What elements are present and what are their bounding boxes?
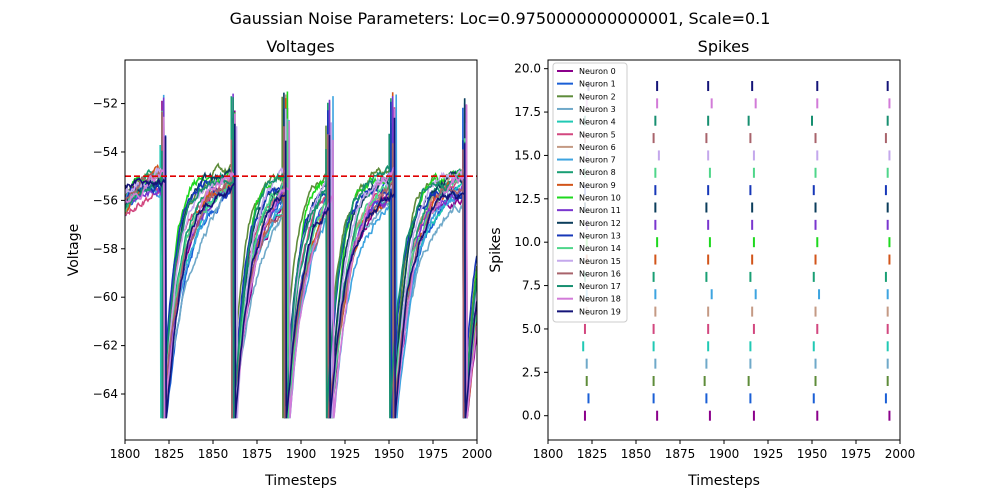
spikes-ytick-label: 5.0 xyxy=(522,322,541,336)
legend-label: Neuron 1 xyxy=(579,80,616,89)
legend-label: Neuron 11 xyxy=(579,206,621,215)
voltages-xtick-label: 1900 xyxy=(286,447,317,461)
legend-label: Neuron 19 xyxy=(579,307,621,316)
voltage-trace-13 xyxy=(125,101,477,419)
legend-label: Neuron 9 xyxy=(579,181,616,190)
voltages-ytick-label: −62 xyxy=(93,339,118,353)
voltage-trace-14 xyxy=(125,110,477,419)
spike-marks xyxy=(582,81,891,421)
legend-label: Neuron 16 xyxy=(579,269,621,278)
voltages-title: Voltages xyxy=(266,37,334,56)
legend-label: Neuron 4 xyxy=(579,118,616,127)
voltage-trace-17 xyxy=(125,97,477,419)
legend-label: Neuron 8 xyxy=(579,168,616,177)
voltages-ytick-label: −54 xyxy=(93,145,118,159)
voltages-ytick-label: −60 xyxy=(93,290,118,304)
voltages-xtick-label: 2000 xyxy=(462,447,493,461)
voltages-xtick-label: 1825 xyxy=(154,447,185,461)
spikes-ytick-label: 2.5 xyxy=(522,365,541,379)
voltages-xtick-label: 1925 xyxy=(330,447,361,461)
legend-label: Neuron 5 xyxy=(579,130,616,139)
spikes-ytick-label: 10.0 xyxy=(514,235,541,249)
legend-label: Neuron 7 xyxy=(579,156,616,165)
spikes-ytick-label: 15.0 xyxy=(514,148,541,162)
spikes-xtick-label: 1850 xyxy=(621,447,652,461)
voltage-trace-19 xyxy=(125,117,477,419)
voltages-panel: Voltages 1800 1825 1850 1875 1900 1925 1950 197… xyxy=(66,37,492,489)
spikes-ytick-label: 7.5 xyxy=(522,279,541,293)
spikes-legend: Neuron 0 Neuron 1 Neuron 2 Neuron 3 Neuron 4… xyxy=(552,62,628,323)
spikes-ytick-label: 0.0 xyxy=(522,409,541,423)
spikes-xtick-label: 1975 xyxy=(841,447,872,461)
legend-label: Neuron 13 xyxy=(579,231,621,240)
voltage-trace-16 xyxy=(125,111,477,419)
voltages-y-axis: −64 −62 −60 −58 −56 −54 −52 xyxy=(93,97,125,401)
legend-label: Neuron 10 xyxy=(579,194,621,203)
legend-label: Neuron 3 xyxy=(579,105,616,114)
legend-label: Neuron 15 xyxy=(579,257,621,266)
spikes-ylabel: Spikes xyxy=(488,227,504,272)
voltages-xtick-label: 1975 xyxy=(418,447,449,461)
spikes-xtick-label: 2000 xyxy=(885,447,916,461)
voltages-ytick-label: −64 xyxy=(93,387,118,401)
voltages-ytick-label: −52 xyxy=(93,97,118,111)
voltages-ylabel: Voltage xyxy=(66,224,82,277)
spikes-xtick-label: 1925 xyxy=(753,447,784,461)
spikes-xtick-label: 1875 xyxy=(665,447,696,461)
spikes-xlabel: Timesteps xyxy=(687,473,760,489)
voltages-ytick-label: −56 xyxy=(93,193,118,207)
voltages-x-axis: 1800 1825 1850 1875 1900 1925 1950 1975 2000 xyxy=(110,440,493,461)
voltages-xtick-label: 1875 xyxy=(242,447,273,461)
legend-label: Neuron 0 xyxy=(579,67,616,76)
figure-suptitle: Gaussian Noise Parameters: Loc=0.9750000… xyxy=(230,9,771,28)
legend-label: Neuron 18 xyxy=(579,295,621,304)
voltages-xtick-label: 1850 xyxy=(198,447,229,461)
legend-label: Neuron 17 xyxy=(579,282,621,291)
voltage-traces xyxy=(125,91,477,419)
voltages-ytick-label: −58 xyxy=(93,242,118,256)
spikes-panel: Spikes 1800 1825 1850 1875 1900 1925 1950 1975 2… xyxy=(488,37,915,489)
spikes-xtick-label: 1900 xyxy=(709,447,740,461)
spikes-title: Spikes xyxy=(698,37,750,56)
spikes-xtick-label: 1950 xyxy=(797,447,828,461)
spikes-x-axis: 1800 1825 1850 1875 1900 1925 1950 1975 2000 xyxy=(533,440,916,461)
voltage-trace-8 xyxy=(125,96,477,419)
spikes-ytick-label: 17.5 xyxy=(514,105,541,119)
spikes-xtick-label: 1800 xyxy=(533,447,564,461)
spikes-ytick-label: 20.0 xyxy=(514,62,541,76)
spikes-ytick-label: 12.5 xyxy=(514,192,541,206)
legend-label: Neuron 12 xyxy=(579,219,621,228)
voltages-xtick-label: 1950 xyxy=(374,447,405,461)
voltages-xtick-label: 1800 xyxy=(110,447,141,461)
legend-label: Neuron 2 xyxy=(579,92,616,101)
spikes-xtick-label: 1825 xyxy=(577,447,608,461)
legend-box xyxy=(552,62,628,323)
voltages-xlabel: Timesteps xyxy=(264,473,337,489)
legend-label: Neuron 14 xyxy=(579,244,621,253)
spikes-y-axis: 0.0 2.5 5.0 7.5 10.0 12.5 15.0 17.5 20.0 xyxy=(514,62,548,423)
legend-label: Neuron 6 xyxy=(579,143,616,152)
